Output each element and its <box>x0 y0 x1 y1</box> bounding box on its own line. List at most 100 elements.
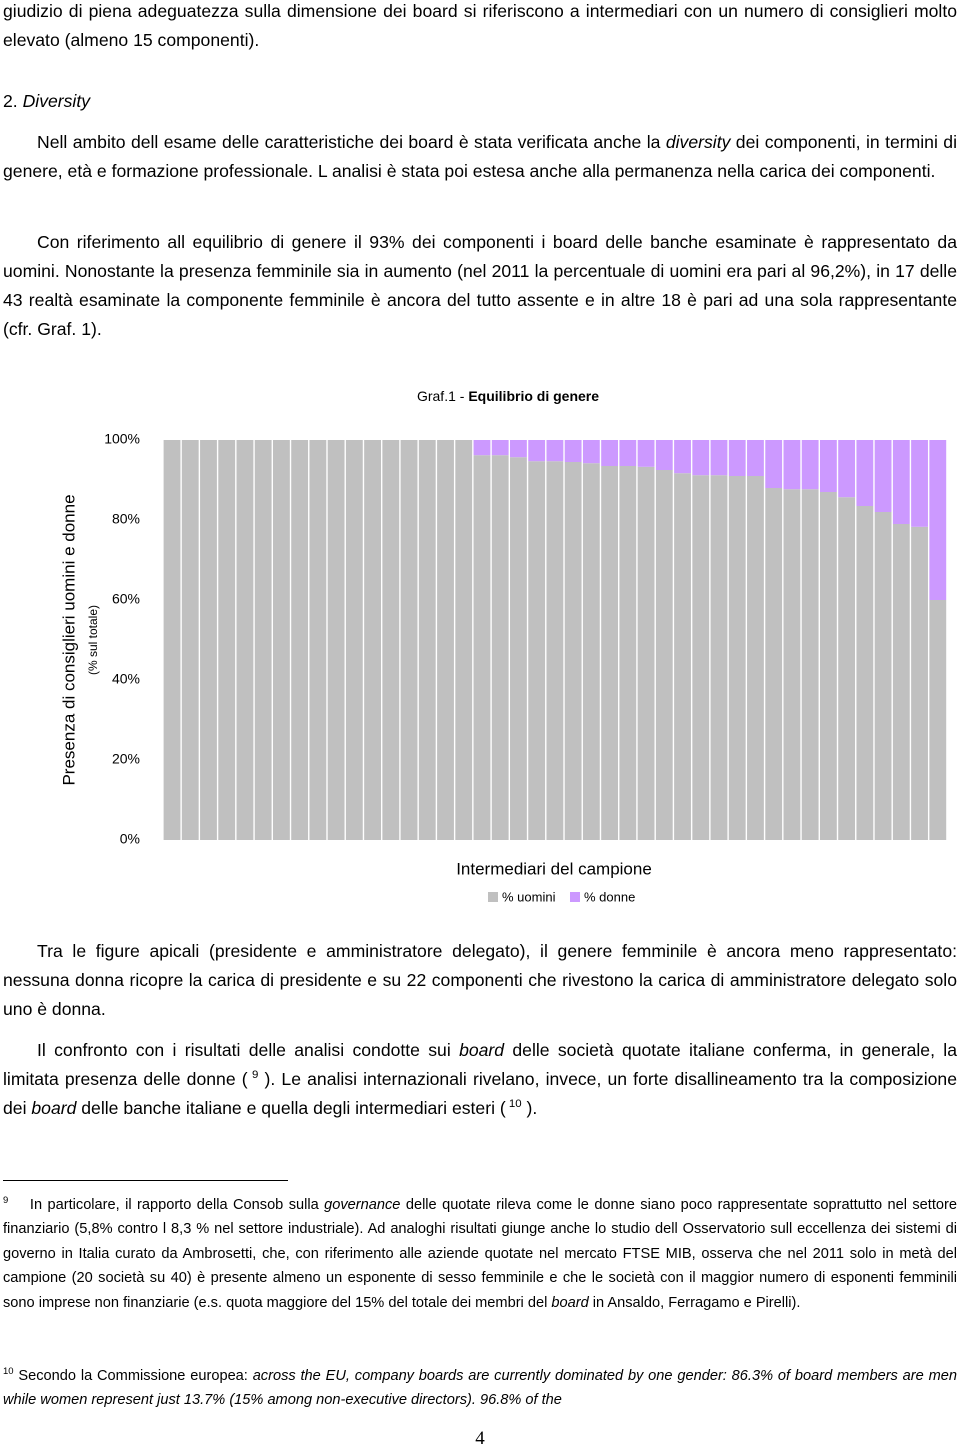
bar-segment <box>291 440 309 840</box>
bar-segment <box>819 440 837 492</box>
bar-segment <box>582 440 600 464</box>
bar-segment <box>236 440 254 840</box>
bar-segment <box>655 440 673 470</box>
page-number: 4 <box>475 1428 485 1449</box>
footnote-number: 10 <box>3 1366 14 1378</box>
y-tick-label: 40% <box>112 671 140 687</box>
bar-segment <box>838 440 856 498</box>
y-tick-label: 20% <box>112 751 140 767</box>
bar-segment <box>218 440 236 840</box>
bar-segment <box>546 461 564 840</box>
bar-segment <box>874 512 892 840</box>
bar-segment <box>327 440 345 840</box>
text: across the EU, company boards are curren… <box>3 1368 957 1409</box>
legend-label: % donne <box>584 889 635 904</box>
bar-segment <box>601 440 619 466</box>
bar-segment <box>783 440 801 490</box>
bar-segment <box>710 475 728 840</box>
chart-title-prefix: Graf.1 - <box>417 388 468 404</box>
footnote: 10 Secondo la Commissione europea: acros… <box>3 1364 957 1413</box>
text: Con riferimento all equilibrio di genere… <box>3 232 957 339</box>
bar-segment <box>455 440 473 840</box>
chart-title-main: Equilibrio di genere <box>468 388 599 404</box>
bar-segment <box>564 440 582 462</box>
bar-segment <box>874 440 892 512</box>
bar-segment <box>345 440 363 840</box>
legend-swatch <box>488 892 498 902</box>
text: Secondo la Commissione europea: <box>18 1368 253 1384</box>
text: diversity <box>665 132 731 152</box>
bar-segment <box>728 476 746 840</box>
bar-segment <box>510 440 527 458</box>
bar-segment <box>783 489 801 840</box>
bar-segment <box>473 455 491 840</box>
bar-segment <box>856 440 874 506</box>
bar-segment <box>163 440 181 840</box>
bar-segment <box>200 440 217 840</box>
footnote-rule <box>3 1180 288 1181</box>
bar-segment <box>911 526 928 840</box>
bar-segment <box>254 440 272 840</box>
bar-segment <box>747 476 764 840</box>
bar-segment <box>674 473 691 840</box>
x-axis-label: Intermediari del campione <box>456 859 652 878</box>
text: giudizio di piena adeguatezza sulla dime… <box>3 1 957 50</box>
bar-segment <box>491 455 509 840</box>
paragraph: Con riferimento all equilibrio di genere… <box>3 228 957 344</box>
bar-segment <box>637 440 655 467</box>
legend-swatch <box>570 892 580 902</box>
bar-segment <box>619 466 637 840</box>
paragraph: Nell ambito dell esame delle caratterist… <box>3 128 957 186</box>
chart: Graf.1 - Equilibrio di genere Presenza d… <box>59 388 947 904</box>
bar-segment <box>674 440 691 474</box>
text: board <box>459 1040 505 1060</box>
bar-segment <box>418 440 436 840</box>
paragraph: Il confronto con i risultati delle anali… <box>3 1036 957 1123</box>
text: Tra le figure apicali (presidente e ammi… <box>3 941 957 1019</box>
bar-segment <box>892 440 910 524</box>
text: ). <box>521 1098 538 1118</box>
y-tick-label: 60% <box>112 591 140 607</box>
bar-segment <box>728 440 746 476</box>
bar-segment <box>747 440 764 476</box>
footnote-number: 9 <box>3 1195 9 1207</box>
text: delle quotate rileva come le donne siano… <box>3 1197 957 1311</box>
bar-segment <box>692 440 710 476</box>
bar-segment <box>510 457 527 840</box>
bar-segment <box>765 488 783 840</box>
footnote: 9 In particolare, il rapporto della Cons… <box>3 1193 957 1315</box>
bar-segment <box>528 440 546 462</box>
bar-segment <box>929 440 947 600</box>
text: In particolare, il rapporto della Consob… <box>29 1197 325 1213</box>
y-tick-label: 0% <box>120 831 140 847</box>
bar-segment <box>528 461 546 840</box>
bar-segment <box>856 506 874 840</box>
bar-segment <box>382 440 400 840</box>
bar-segment <box>911 440 928 527</box>
bar-segment <box>655 470 673 840</box>
bar-segment <box>181 440 199 840</box>
footnote-ref: 9 <box>247 1069 259 1082</box>
bar-segment <box>473 440 491 456</box>
bar-segment <box>710 440 728 476</box>
bar-segment <box>309 440 327 840</box>
bar-segment <box>546 440 564 462</box>
bar-segment <box>619 440 637 466</box>
section-heading: 2. Diversity <box>3 87 957 116</box>
text: delle banche italiane e quella degli int… <box>76 1098 506 1118</box>
legend-label: % uomini <box>502 889 556 904</box>
text: dei componenti, in termini di genere, et… <box>3 132 957 181</box>
text: board <box>31 1098 77 1118</box>
bar-segment <box>637 466 655 840</box>
y-axis-label: Presenza di consiglieri uomini e donne <box>59 494 78 785</box>
bar-segment <box>929 600 947 840</box>
bar-segment <box>601 466 619 840</box>
paragraph: Tra le figure apicali (presidente e ammi… <box>3 937 957 1024</box>
bar-segment <box>692 475 710 840</box>
bar-segment <box>491 440 509 456</box>
bar-segment <box>765 440 783 488</box>
chart-title: Graf.1 - Equilibrio di genere <box>417 388 599 404</box>
text: Il confronto con i risultati delle anali… <box>37 1040 460 1060</box>
text: in Ansaldo, Ferragamo e Pirelli). <box>588 1294 801 1311</box>
